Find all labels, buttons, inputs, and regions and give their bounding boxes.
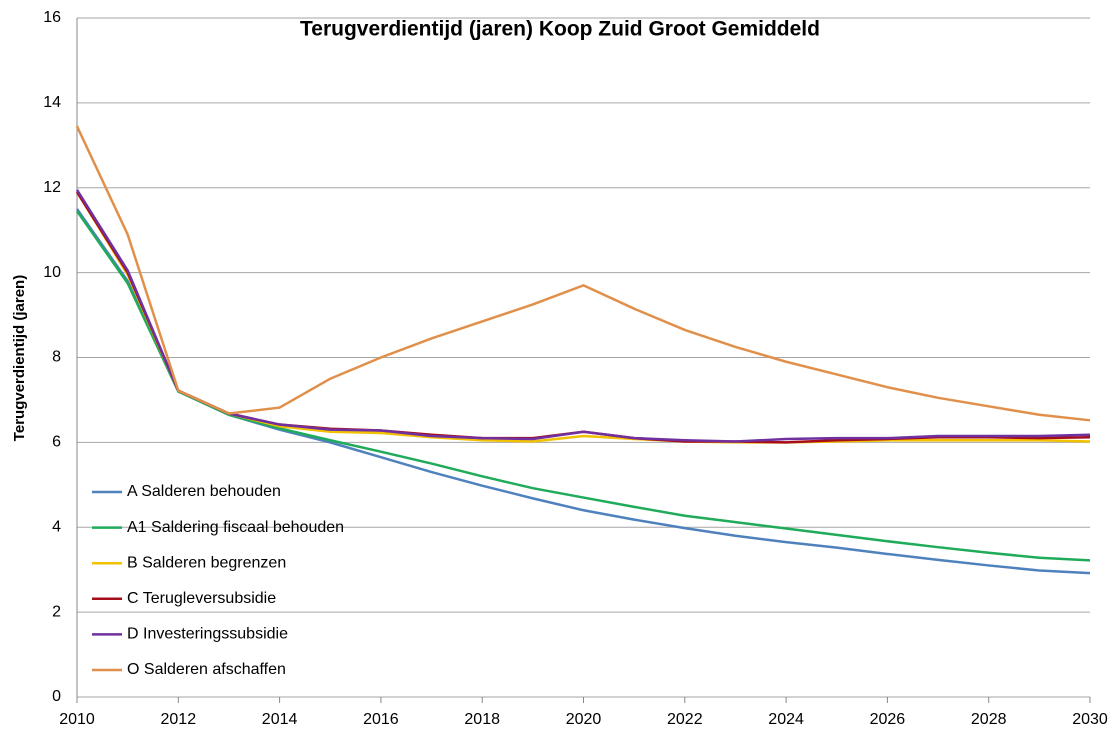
series-line bbox=[75, 210, 1091, 562]
y-tick-label: 6 bbox=[52, 434, 61, 451]
legend-label: D Investeringssubsidie bbox=[127, 626, 288, 643]
x-tick-label: 2024 bbox=[768, 711, 804, 728]
series-line bbox=[75, 189, 1091, 443]
legend-label: A Salderen behouden bbox=[127, 483, 281, 500]
series-line bbox=[75, 191, 1091, 444]
legend-label: O Salderen afschaffen bbox=[127, 661, 286, 678]
legend-label: C Terugleversubsidie bbox=[127, 590, 276, 607]
series-line bbox=[75, 191, 1091, 444]
x-tick-label: 2018 bbox=[464, 711, 500, 728]
x-tick-label: 2014 bbox=[262, 711, 298, 728]
legend-label: A1 Saldering fiscaal behouden bbox=[127, 519, 344, 536]
x-tick-label: 2012 bbox=[161, 711, 197, 728]
y-tick-label: 14 bbox=[43, 94, 61, 111]
y-tick-label: 16 bbox=[43, 9, 61, 26]
y-tick-label: 2 bbox=[52, 603, 61, 620]
x-tick-label: 2028 bbox=[971, 711, 1007, 728]
chart-title: Terugverdientijd (jaren) Koop Zuid Groot… bbox=[300, 18, 820, 41]
y-tick-label: 10 bbox=[43, 264, 61, 281]
x-tick-label: 2030 bbox=[1072, 711, 1108, 728]
x-tick-label: 2026 bbox=[870, 711, 906, 728]
y-axis-label: Terugverdientijd (jaren) bbox=[11, 275, 28, 441]
x-tick-label: 2016 bbox=[363, 711, 399, 728]
x-tick-label: 2010 bbox=[59, 711, 95, 728]
y-tick-label: 12 bbox=[43, 179, 61, 196]
series-line bbox=[75, 125, 1091, 422]
x-tick-label: 2020 bbox=[566, 711, 602, 728]
y-tick-label: 4 bbox=[52, 518, 61, 535]
y-tick-label: 8 bbox=[52, 349, 61, 366]
x-tick-label: 2022 bbox=[667, 711, 703, 728]
y-tick-label: 0 bbox=[52, 688, 61, 705]
legend-label: B Salderen begrenzen bbox=[127, 554, 286, 571]
